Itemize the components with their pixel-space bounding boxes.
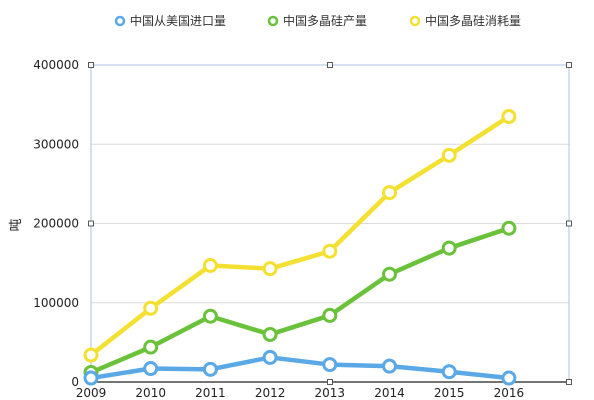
series-line	[88, 226, 512, 375]
data-point	[143, 361, 159, 377]
data-point	[143, 300, 159, 316]
data-point	[262, 349, 278, 365]
frame-handle	[566, 379, 572, 385]
frame-handle	[327, 62, 333, 68]
legend: 中国从美国进口量 中国多晶硅产量 中国多晶硅消耗量	[114, 13, 521, 28]
axes	[88, 62, 572, 385]
grid	[91, 64, 569, 304]
x-axis-ticks: 2009 2010 2011 2012 2013 2014 2015 2016	[76, 386, 524, 400]
series	[83, 109, 517, 363]
data-point	[262, 326, 278, 342]
data-point	[441, 364, 457, 380]
data-point	[382, 185, 397, 201]
data-point	[322, 243, 338, 259]
x-tick-label: 2011	[195, 386, 226, 400]
data-point	[262, 261, 278, 277]
data-point	[501, 220, 517, 236]
y-tick-label: 300000	[33, 137, 79, 151]
x-tick-label: 2010	[135, 386, 166, 400]
series	[83, 220, 517, 380]
x-tick-label: 2014	[374, 386, 405, 400]
series-group	[83, 109, 517, 386]
data-point	[322, 307, 338, 323]
series-line	[88, 114, 512, 358]
x-tick-label: 2009	[76, 386, 107, 400]
frame-handle	[327, 379, 333, 385]
data-point	[441, 240, 457, 256]
frame-handle	[88, 62, 94, 68]
data-point	[202, 258, 218, 274]
x-tick-label: 2012	[255, 386, 286, 400]
y-axis-ticks: 0 100000 200000 300000 400000	[33, 58, 79, 389]
data-point	[202, 308, 218, 324]
series	[83, 349, 517, 386]
frame-handle	[88, 220, 94, 227]
legend-marker	[267, 15, 279, 27]
data-point	[202, 361, 218, 377]
data-point	[382, 266, 397, 282]
data-point	[441, 147, 457, 163]
y-tick-label: 0	[71, 375, 79, 389]
frame-handle	[566, 220, 572, 227]
y-tick-label: 400000	[33, 58, 79, 72]
data-point	[83, 370, 99, 386]
legend-item: 中国从美国进口量	[114, 13, 226, 28]
series-line	[88, 355, 512, 381]
data-point	[382, 358, 397, 374]
legend-label: 中国从美国进口量	[130, 13, 226, 28]
data-point	[143, 339, 159, 355]
y-tick-label: 200000	[33, 217, 79, 231]
legend-marker	[114, 15, 126, 27]
data-point	[501, 370, 517, 386]
y-axis-label: 吨	[9, 218, 24, 231]
frame-handle	[566, 62, 572, 68]
x-tick-label: 2015	[434, 386, 465, 400]
data-point	[501, 109, 517, 125]
x-tick-label: 2016	[494, 386, 525, 400]
legend-item: 中国多晶硅产量	[267, 13, 367, 28]
legend-item: 中国多晶硅消耗量	[409, 13, 521, 28]
legend-label: 中国多晶硅产量	[283, 13, 367, 28]
legend-marker	[409, 15, 421, 27]
x-tick-label: 2013	[315, 386, 346, 400]
legend-label: 中国多晶硅消耗量	[425, 13, 521, 28]
data-point	[322, 357, 338, 373]
data-point	[83, 347, 99, 363]
y-tick-label: 100000	[33, 296, 79, 310]
